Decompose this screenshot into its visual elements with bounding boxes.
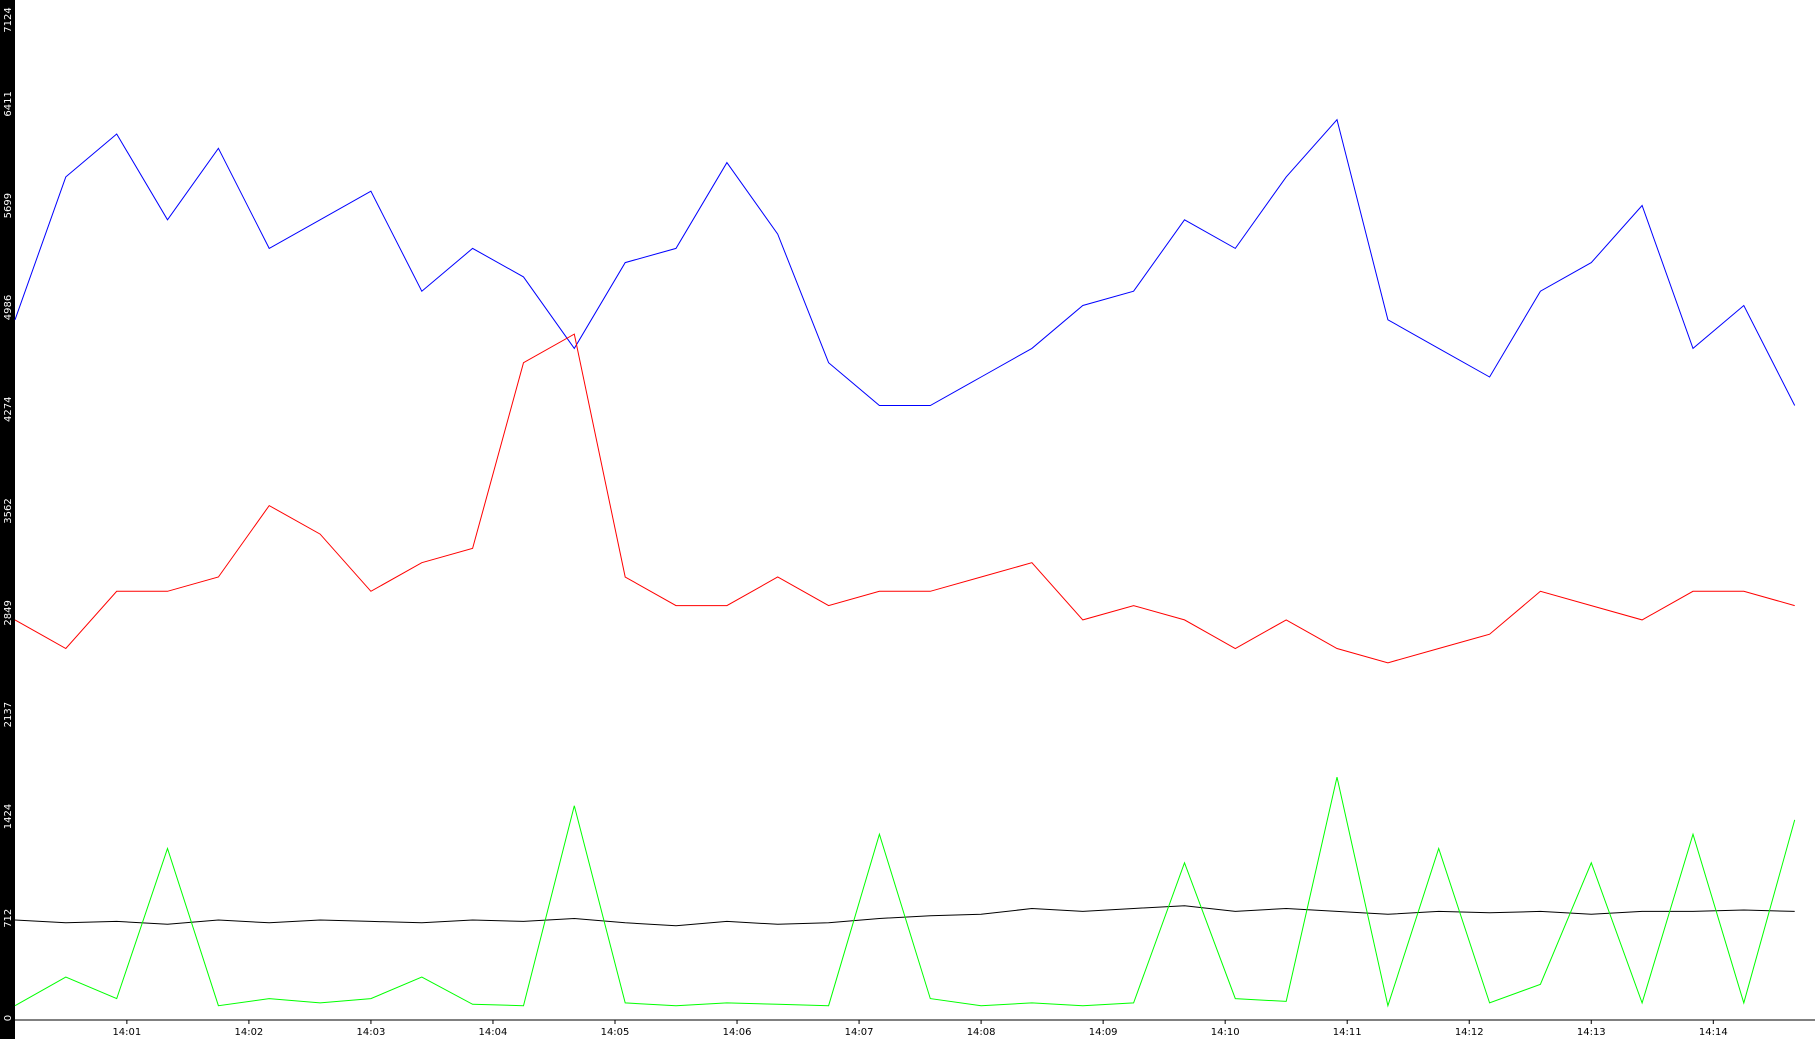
y-tick-label: 2137 (3, 702, 14, 727)
x-tick-label: 14:05 (601, 1027, 630, 1038)
series-line-0 (14, 118, 1796, 406)
x-axis-ticks: 14:01 14:02 14:03 14:04 14:05 14:06 14:07 14:08… (112, 1020, 1728, 1038)
y-tick-label: 0 (3, 1015, 14, 1021)
y-tick-label: 712 (3, 909, 14, 928)
x-tick-label: 14:13 (1577, 1027, 1606, 1038)
y-tick-label: 5699 (3, 193, 14, 218)
y-tick-label: 2849 (3, 600, 14, 625)
x-tick-label: 14:01 (112, 1027, 141, 1038)
x-tick-label: 14:07 (845, 1027, 874, 1038)
series-layer (14, 118, 1796, 1008)
x-tick-label: 14:04 (479, 1027, 508, 1038)
y-tick-label: 4986 (3, 295, 14, 320)
series-line-1 (14, 333, 1795, 664)
x-tick-label: 14:06 (723, 1027, 752, 1038)
y-axis-strip (0, 0, 15, 1039)
y-tick-label: 7124 (3, 7, 14, 32)
y-tick-label: 4274 (3, 397, 14, 422)
series-line-3 (14, 776, 1796, 1008)
y-tick-label: 1424 (3, 804, 14, 829)
x-tick-label: 14:11 (1333, 1027, 1362, 1038)
x-tick-label: 14:12 (1455, 1027, 1484, 1038)
y-tick-label: 6411 (3, 91, 14, 116)
y-axis-ticks: 0 712 1424 2137 2849 3562 4274 4986 5699 6411 7124 (3, 7, 14, 1021)
x-tick-label: 14:10 (1211, 1027, 1240, 1038)
x-tick-label: 14:02 (234, 1027, 263, 1038)
y-tick-label: 3562 (3, 498, 14, 523)
x-tick-label: 14:03 (357, 1027, 386, 1038)
x-tick-label: 14:09 (1089, 1027, 1118, 1038)
x-tick-label: 14:08 (967, 1027, 996, 1038)
x-tick-label: 14:14 (1699, 1027, 1728, 1038)
